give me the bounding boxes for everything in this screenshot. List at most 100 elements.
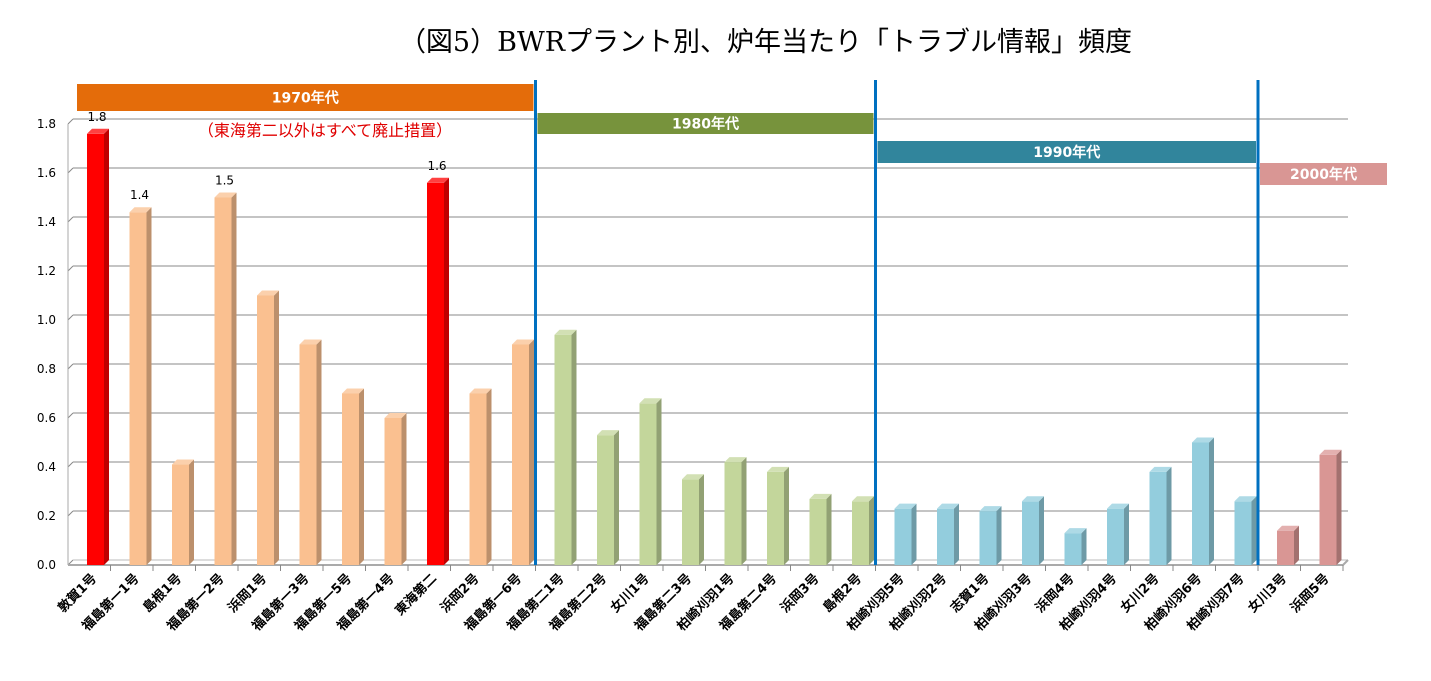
- bar-top: [852, 496, 874, 502]
- bar-side: [571, 329, 577, 565]
- gridline-depth: [67, 265, 74, 272]
- bar-side: [826, 493, 832, 565]
- bar: [1149, 471, 1167, 565]
- bar: [682, 479, 699, 565]
- data-label: 1.8: [87, 110, 106, 124]
- y-tick-label: 0.2: [37, 509, 56, 523]
- decade-band: [877, 141, 1256, 163]
- bar: [172, 464, 189, 565]
- bar-side: [231, 192, 237, 565]
- y-tick-label: 0.4: [37, 460, 56, 474]
- bar-top: [1277, 525, 1299, 531]
- bar: [299, 344, 317, 565]
- bar: [427, 182, 444, 566]
- bar: [1064, 533, 1082, 565]
- bar-top: [257, 290, 279, 296]
- y-tick-label: 1.2: [37, 264, 56, 278]
- bar-side: [189, 459, 194, 565]
- bar-top: [597, 430, 619, 436]
- bar-side: [996, 506, 1002, 565]
- data-label: 1.5: [215, 174, 234, 188]
- bar-side: [359, 388, 364, 565]
- bar-top: [1192, 437, 1214, 443]
- bar-top: [1022, 496, 1044, 502]
- gridline-depth: [67, 363, 74, 370]
- decade-band: [537, 113, 874, 134]
- bar-side: [1166, 466, 1172, 565]
- decade-label: 1980年代: [672, 116, 739, 133]
- bar: [512, 344, 529, 565]
- bar-side: [104, 128, 109, 566]
- chart-title: （図5）BWRプラント別、炉年当たり「トラブル情報」頻度: [398, 27, 1133, 58]
- bar-side: [274, 290, 279, 565]
- bar-top: [767, 466, 789, 472]
- decade-label: 1970年代: [272, 90, 339, 107]
- bar-side: [316, 339, 322, 565]
- bar-top: [554, 329, 577, 335]
- bar-top: [1149, 466, 1172, 472]
- bar: [384, 418, 402, 565]
- x-category-label: 浜岡5号: [1287, 571, 1332, 616]
- bar: [1107, 508, 1124, 565]
- bar-side: [401, 413, 407, 565]
- y-tick-label: 1.0: [37, 313, 56, 327]
- bar: [554, 334, 572, 565]
- bar-side: [1039, 496, 1044, 565]
- x-category-label: 浜岡3号: [777, 571, 822, 616]
- bar-side: [741, 457, 747, 565]
- bar-side: [1336, 449, 1342, 565]
- bar-top: [172, 459, 194, 465]
- y-tick-label: 0.6: [37, 411, 56, 425]
- bar-top: [809, 493, 832, 499]
- bar: [129, 212, 147, 565]
- bar-top: [1064, 528, 1087, 534]
- bar: [342, 393, 359, 565]
- bar-side: [954, 503, 959, 565]
- bar: [214, 197, 232, 565]
- y-tick-label: 1.6: [37, 166, 56, 180]
- x-axis-floor-edge: [1342, 559, 1349, 566]
- gridline-depth: [67, 167, 74, 174]
- bar: [1319, 454, 1337, 565]
- bar: [767, 471, 784, 565]
- bar-top: [342, 388, 364, 394]
- bar: [1234, 501, 1252, 565]
- bar-top: [1319, 449, 1342, 455]
- bar-top: [979, 506, 1002, 512]
- data-label: 1.6: [427, 159, 446, 173]
- decade-band: [77, 84, 534, 111]
- bar: [809, 498, 827, 565]
- gridline-depth: [67, 412, 74, 419]
- bar: [597, 435, 614, 565]
- bar-top: [469, 388, 492, 394]
- bar: [937, 508, 954, 565]
- decade-label: 2000年代: [1290, 166, 1357, 183]
- bar-top: [1234, 496, 1257, 502]
- bar-side: [444, 177, 449, 566]
- bar-side: [1209, 437, 1214, 565]
- decade-band: [1260, 163, 1387, 185]
- bar: [979, 511, 997, 565]
- bar-side: [486, 388, 492, 565]
- bar: [87, 133, 104, 566]
- bar-top: [724, 457, 747, 463]
- gridline-depth: [67, 118, 74, 125]
- gridline-depth: [67, 216, 74, 223]
- x-category-label: 女川3号: [1245, 571, 1290, 616]
- bar-side: [869, 496, 874, 565]
- bar-side: [911, 503, 917, 565]
- data-label: 1.4: [130, 188, 149, 202]
- gridline-depth: [67, 314, 74, 321]
- y-tick-label: 0.0: [37, 558, 56, 572]
- bar-side: [656, 398, 662, 565]
- bar: [257, 295, 274, 565]
- bar: [469, 393, 487, 565]
- bar-side: [784, 466, 789, 565]
- bar-side: [1251, 496, 1257, 565]
- y-tick-label: 1.4: [37, 215, 56, 229]
- bar-top: [682, 474, 704, 480]
- bar-top: [129, 207, 152, 213]
- bar: [639, 403, 657, 565]
- bar-top: [299, 339, 322, 345]
